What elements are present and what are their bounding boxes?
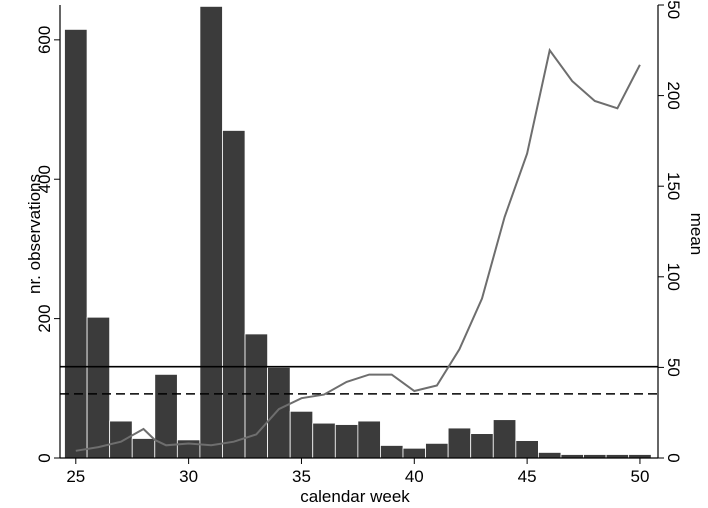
bar-week-41 — [425, 442, 449, 459]
bar-week-43 — [470, 433, 494, 459]
y2-tick-label: 100 — [664, 263, 683, 291]
x-tick-label: 45 — [518, 467, 537, 486]
x-axis-title: calendar week — [300, 487, 410, 506]
bar-week-33 — [244, 333, 269, 459]
x-tick-label: 40 — [405, 467, 424, 486]
bar-week-36 — [312, 422, 336, 459]
bar-week-46 — [538, 452, 562, 459]
x-tick-label: 30 — [179, 467, 198, 486]
y-axis-title: nr. observations — [25, 174, 44, 294]
bar-week-34 — [267, 366, 291, 459]
y-tick-label: 0 — [35, 453, 54, 462]
bar-week-44 — [492, 419, 517, 459]
y-tick-label: 200 — [35, 304, 54, 332]
bar-week-28 — [131, 438, 156, 459]
bar-week-26 — [86, 316, 111, 459]
y2-axis-title: mean — [687, 213, 706, 256]
x-tick-label: 50 — [630, 467, 649, 486]
y2-tick-label: 250 — [664, 0, 683, 19]
x-tick-label: 35 — [292, 467, 311, 486]
histogram-bars — [64, 5, 652, 459]
mean-series — [75, 47, 641, 452]
bar-week-45 — [515, 440, 539, 459]
y2-tick-label: 50 — [664, 358, 683, 377]
bar-week-27 — [109, 420, 133, 459]
bar-week-32 — [222, 130, 246, 459]
y-tick-label: 400 — [35, 165, 54, 193]
y2-tick-label: 0 — [664, 453, 683, 462]
mean-line — [75, 47, 641, 452]
x-tick-label: 25 — [66, 467, 85, 486]
bar-week-35 — [289, 410, 314, 459]
bar-week-42 — [447, 427, 472, 459]
bar-week-31 — [199, 5, 223, 459]
bar-week-38 — [357, 420, 381, 459]
bar-week-37 — [334, 424, 359, 459]
axes: 25 30 35 40 45 50 0 200 400 600 0 50 100 150 200 250 — [35, 0, 683, 486]
bar-week-40 — [402, 447, 426, 459]
y-tick-label: 600 — [35, 26, 54, 54]
reference-lines — [60, 365, 658, 395]
bar-week-39 — [380, 445, 404, 459]
y2-tick-label: 150 — [664, 172, 683, 200]
y2-tick-label: 200 — [664, 81, 683, 109]
